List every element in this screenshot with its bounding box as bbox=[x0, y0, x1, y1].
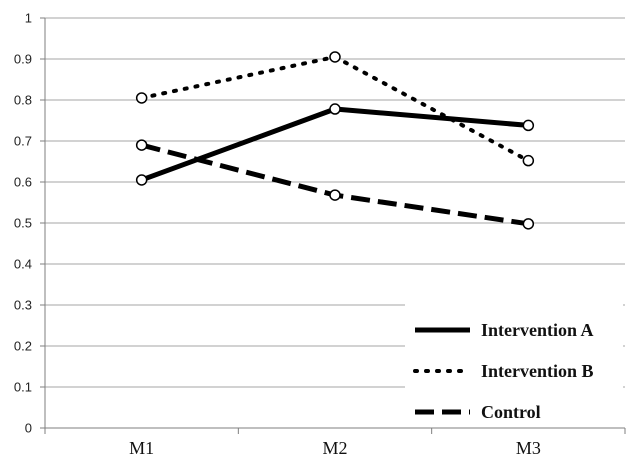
data-point-series-0 bbox=[135, 174, 148, 186]
y-tick-label: 0.6 bbox=[14, 175, 32, 190]
y-tick-label: 1 bbox=[25, 11, 32, 26]
legend: Intervention A Intervention B Control bbox=[413, 320, 594, 422]
y-tick-label: 0.2 bbox=[14, 339, 32, 354]
series-line-0 bbox=[140, 106, 529, 183]
legend-label: Intervention A bbox=[481, 320, 594, 340]
x-tick-labels: M1 M2 M3 bbox=[129, 438, 541, 458]
data-point-series-1 bbox=[329, 51, 341, 63]
legend-label: Control bbox=[481, 402, 541, 422]
y-tick-label: 0.7 bbox=[14, 134, 32, 149]
legend-background bbox=[405, 303, 623, 424]
y-tick-label: 0.9 bbox=[14, 52, 32, 67]
y-tick-label: 0.8 bbox=[14, 93, 32, 108]
y-tick-label: 0.4 bbox=[14, 257, 32, 272]
data-point-series-0 bbox=[522, 119, 535, 132]
data-point-series-2 bbox=[135, 139, 148, 151]
y-tick-label: 0.3 bbox=[14, 298, 32, 313]
x-tick-label: M2 bbox=[322, 438, 347, 458]
data-point-series-2 bbox=[522, 218, 535, 230]
series-markers bbox=[135, 51, 535, 230]
legend-label: Intervention B bbox=[481, 361, 594, 381]
axes bbox=[40, 17, 626, 434]
y-tick-labels: 0 0.1 0.2 0.3 0.4 0.5 0.6 0.7 0.8 0.9 1 bbox=[14, 11, 32, 436]
x-tick-label: M1 bbox=[129, 438, 154, 458]
y-tick-label: 0.5 bbox=[14, 216, 32, 231]
data-point-series-0 bbox=[329, 103, 341, 115]
data-point-series-2 bbox=[329, 189, 341, 201]
legend-box bbox=[405, 303, 623, 424]
x-tick-label: M3 bbox=[516, 438, 541, 458]
data-point-series-1 bbox=[522, 154, 535, 167]
y-tick-label: 0 bbox=[25, 421, 32, 436]
y-tick-label: 0.1 bbox=[14, 380, 32, 395]
data-point-series-1 bbox=[135, 92, 148, 104]
